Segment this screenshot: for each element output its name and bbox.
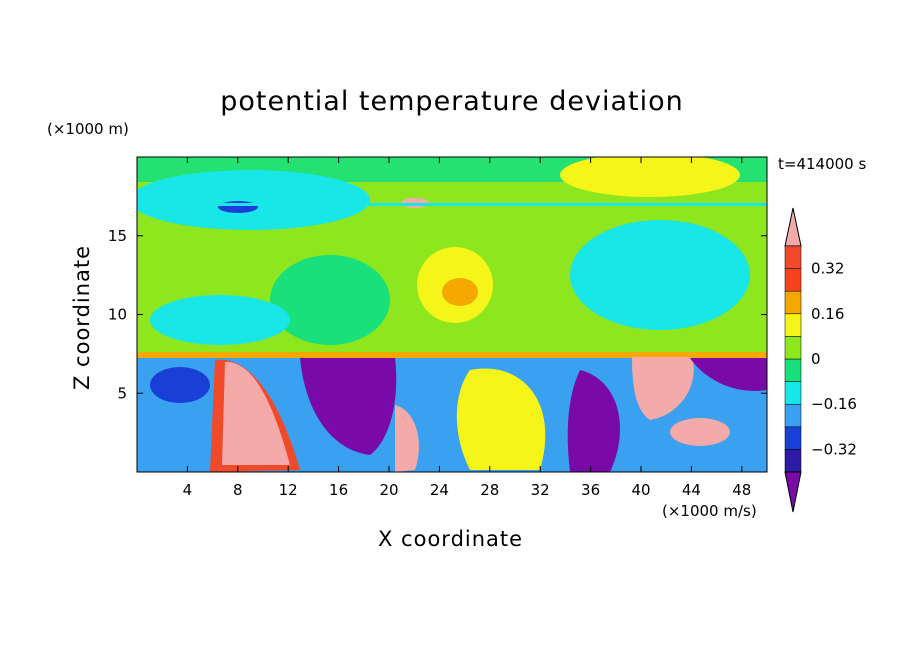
- upper-green-region: [270, 255, 390, 345]
- colorbar-tick-label: 0: [811, 350, 821, 368]
- x-tick-label: 12: [279, 481, 298, 499]
- x-tick-label: 24: [430, 481, 449, 499]
- y-tick-label: 10: [108, 306, 127, 324]
- lower-blue-region: [150, 367, 210, 403]
- x-tick-label: 4: [183, 481, 193, 499]
- colorbar-tick-label: −0.16: [811, 395, 857, 413]
- lower-pink-region: [395, 405, 419, 472]
- lower-purple-region: [567, 370, 620, 472]
- x-tick-label: 44: [682, 481, 701, 499]
- tropopause-line: [137, 203, 767, 206]
- upper-cyan-region: [570, 220, 750, 330]
- colorbar-tick-label: 0.32: [811, 260, 844, 278]
- x-unit-label: (×1000 m/s): [662, 502, 757, 520]
- lower-purple-region: [690, 358, 767, 391]
- x-axis-label: X coordinate: [378, 527, 524, 551]
- upper-orange-region: [442, 278, 478, 306]
- colorbar-top-arrow: [784, 207, 802, 247]
- lower-pink-region: [670, 418, 730, 446]
- upper-blue-spot: [218, 201, 258, 213]
- colorbar-swatch: [784, 426, 802, 450]
- y-tick-label: 5: [117, 384, 127, 402]
- y-unit-label: (×1000 m): [47, 120, 129, 138]
- colorbar-swatch: [784, 290, 802, 315]
- upper-yellow-region: [560, 157, 740, 197]
- lower-pink-region: [632, 357, 694, 420]
- lower-yellow-region: [456, 368, 546, 470]
- colorbar-swatch: [784, 358, 802, 382]
- colorbar-swatch: [784, 268, 802, 292]
- x-tick-label: 36: [581, 481, 600, 499]
- x-tick-label: 20: [379, 481, 398, 499]
- y-ticks: 5 10 15: [108, 227, 767, 402]
- upper-cyan-region: [137, 170, 370, 230]
- colorbar-tick-label: 0.16: [811, 305, 844, 323]
- x-tick-label: 48: [732, 481, 751, 499]
- colorbar-swatch: [784, 245, 802, 269]
- x-tick-label: 8: [233, 481, 243, 499]
- x-tick-label: 32: [531, 481, 550, 499]
- contour-field: [137, 157, 767, 472]
- x-ticks: 4 8 12 16 20 24 28 32 36 40 44 48: [183, 157, 751, 499]
- colorbar-bottom-arrow: [784, 471, 802, 513]
- lower-purple-region: [300, 358, 397, 455]
- colorbar-tick-label: −0.32: [811, 440, 857, 458]
- x-tick-label: 40: [631, 481, 650, 499]
- colorbar-swatch: [784, 381, 802, 405]
- colorbar-swatch: [784, 336, 802, 360]
- x-tick-label: 16: [329, 481, 348, 499]
- chart-title: potential temperature deviation: [220, 86, 684, 117]
- y-tick-label: 15: [108, 227, 127, 245]
- x-tick-label: 28: [480, 481, 499, 499]
- boundary-band: [137, 352, 767, 358]
- colorbar: −0.32 −0.16 0 0.16 0.32: [784, 207, 857, 513]
- colorbar-swatch: [784, 449, 802, 473]
- colorbar-swatch: [784, 313, 802, 337]
- upper-cyan-region: [150, 295, 290, 345]
- colorbar-swatch: [784, 403, 802, 428]
- lower-pink-region: [222, 361, 290, 465]
- time-label: t=414000 s: [778, 155, 867, 173]
